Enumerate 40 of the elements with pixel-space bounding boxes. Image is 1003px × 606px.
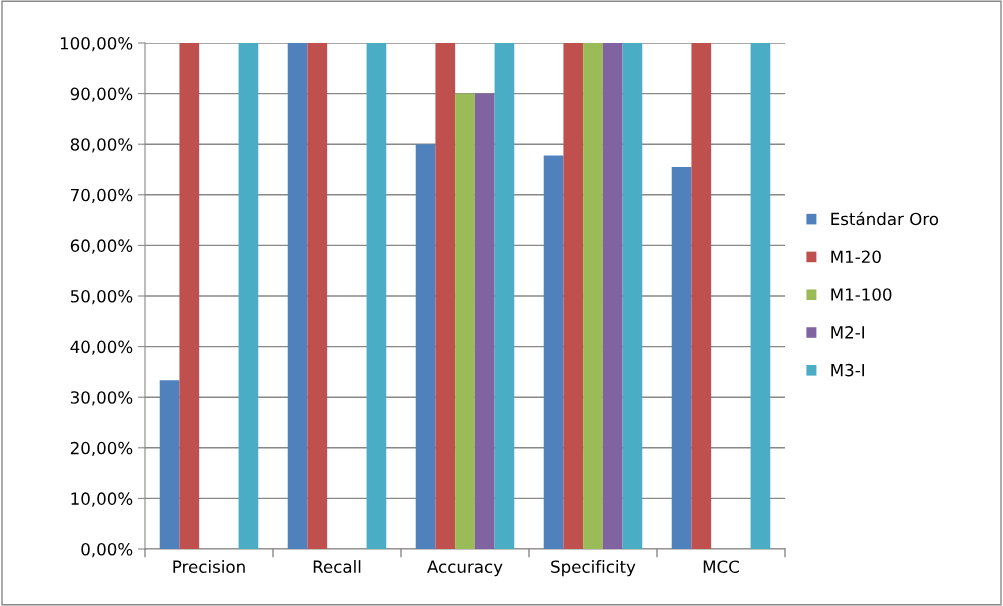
legend-label: M1-100 — [831, 288, 892, 301]
y-tick-label: 60,00% — [70, 239, 133, 254]
x-tick-label: Recall — [313, 560, 361, 574]
bar — [622, 43, 643, 549]
legend-label: Estándar Oro — [831, 211, 939, 226]
y-tick-label: 40,00% — [70, 340, 133, 355]
bar — [455, 93, 475, 549]
y-tick-label: 100,00% — [60, 36, 133, 52]
y-tick-label: 50,00% — [70, 289, 133, 305]
y-tick-label: 90,00% — [70, 87, 133, 102]
bar — [691, 43, 712, 549]
bar — [238, 43, 259, 549]
bar — [563, 43, 584, 549]
legend-label: M3-I — [831, 363, 865, 377]
legend-label: M1-20 — [831, 250, 881, 264]
y-tick-label: 30,00% — [70, 391, 133, 406]
y-tick-label: 80,00% — [70, 138, 133, 153]
bar — [671, 166, 692, 549]
bar — [494, 43, 515, 549]
bar — [159, 380, 180, 549]
bar — [307, 43, 328, 549]
x-tick-label: Specificity — [551, 560, 636, 577]
y-tick-label: 10,00% — [71, 492, 133, 507]
bar — [287, 43, 308, 549]
x-tick-label: MCC — [703, 560, 739, 574]
bar — [602, 43, 623, 549]
bar — [543, 155, 564, 549]
bar — [415, 144, 436, 549]
y-tick-label: 20,00% — [70, 441, 133, 457]
bar — [750, 43, 771, 549]
bar — [366, 43, 387, 549]
x-tick-label: Accuracy — [427, 560, 503, 577]
bar — [474, 93, 495, 549]
bar — [583, 43, 603, 549]
y-tick-label: 70,00% — [71, 188, 133, 204]
legend-label: M2-I — [831, 326, 865, 339]
bar — [179, 43, 200, 549]
bar — [435, 43, 456, 549]
y-tick-label: 0,00% — [81, 542, 133, 558]
x-tick-label: Precision — [173, 560, 245, 574]
